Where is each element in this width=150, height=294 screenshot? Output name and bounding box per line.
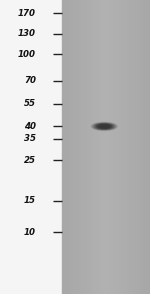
Bar — [87, 0, 88, 294]
Ellipse shape — [91, 122, 117, 131]
Ellipse shape — [99, 125, 110, 128]
Text: 35: 35 — [24, 134, 36, 143]
Ellipse shape — [97, 124, 112, 129]
Bar — [137, 0, 138, 294]
Bar — [121, 0, 122, 294]
Bar — [104, 0, 106, 294]
Bar — [101, 0, 102, 294]
Bar — [102, 0, 104, 294]
Bar — [118, 0, 119, 294]
Bar — [93, 0, 95, 294]
Bar — [144, 0, 146, 294]
Bar — [138, 0, 139, 294]
Bar — [123, 0, 125, 294]
Text: 100: 100 — [18, 50, 36, 59]
Bar — [109, 0, 110, 294]
Text: 70: 70 — [24, 76, 36, 85]
Bar — [142, 0, 143, 294]
Bar — [67, 0, 68, 294]
Bar — [149, 0, 150, 294]
Bar — [112, 0, 114, 294]
Bar — [98, 0, 99, 294]
Bar — [83, 0, 85, 294]
Text: 40: 40 — [24, 122, 36, 131]
Bar — [114, 0, 116, 294]
Bar — [131, 0, 132, 294]
Bar — [126, 0, 127, 294]
Bar — [96, 0, 97, 294]
Bar — [86, 0, 87, 294]
Bar — [132, 0, 134, 294]
Bar — [81, 0, 82, 294]
Bar — [124, 0, 126, 294]
Bar — [88, 0, 89, 294]
Bar — [94, 0, 96, 294]
Bar — [129, 0, 130, 294]
Bar — [122, 0, 123, 294]
Bar — [99, 0, 100, 294]
Bar — [73, 0, 75, 294]
Bar — [141, 0, 142, 294]
Bar — [77, 0, 78, 294]
Bar — [84, 0, 86, 294]
Bar — [127, 0, 128, 294]
Bar — [64, 0, 66, 294]
Bar — [134, 0, 136, 294]
Ellipse shape — [93, 123, 116, 130]
Bar — [100, 0, 101, 294]
Bar — [68, 0, 69, 294]
Bar — [147, 0, 148, 294]
Bar — [119, 0, 120, 294]
Bar — [82, 0, 84, 294]
Bar — [143, 0, 145, 294]
Bar — [80, 0, 81, 294]
Bar — [97, 0, 98, 294]
Bar — [148, 0, 149, 294]
Bar — [90, 0, 91, 294]
Bar — [140, 0, 141, 294]
Bar — [128, 0, 129, 294]
Bar — [63, 0, 65, 294]
Bar — [76, 0, 77, 294]
Bar — [103, 0, 105, 294]
Bar — [108, 0, 109, 294]
Bar — [146, 0, 147, 294]
Ellipse shape — [101, 126, 108, 128]
Text: 55: 55 — [24, 99, 36, 108]
Bar — [74, 0, 76, 294]
Ellipse shape — [94, 123, 114, 129]
Bar — [107, 0, 108, 294]
Text: 170: 170 — [18, 9, 36, 18]
Text: 130: 130 — [18, 29, 36, 38]
Bar — [116, 0, 117, 294]
Bar — [89, 0, 90, 294]
Bar — [66, 0, 67, 294]
Bar — [133, 0, 135, 294]
Bar — [139, 0, 140, 294]
Text: 10: 10 — [24, 228, 36, 237]
Bar — [78, 0, 79, 294]
Bar — [62, 0, 63, 294]
Bar — [130, 0, 131, 294]
Bar — [136, 0, 137, 294]
Text: 15: 15 — [24, 196, 36, 205]
Bar — [91, 0, 92, 294]
Bar — [79, 0, 80, 294]
Bar — [70, 0, 71, 294]
Bar — [106, 0, 107, 294]
Bar — [92, 0, 93, 294]
Bar — [71, 0, 72, 294]
Bar — [120, 0, 121, 294]
Bar — [110, 0, 111, 294]
Bar — [117, 0, 118, 294]
Text: 25: 25 — [24, 156, 36, 165]
Bar — [111, 0, 112, 294]
Bar — [72, 0, 74, 294]
Bar — [69, 0, 70, 294]
Bar — [113, 0, 115, 294]
